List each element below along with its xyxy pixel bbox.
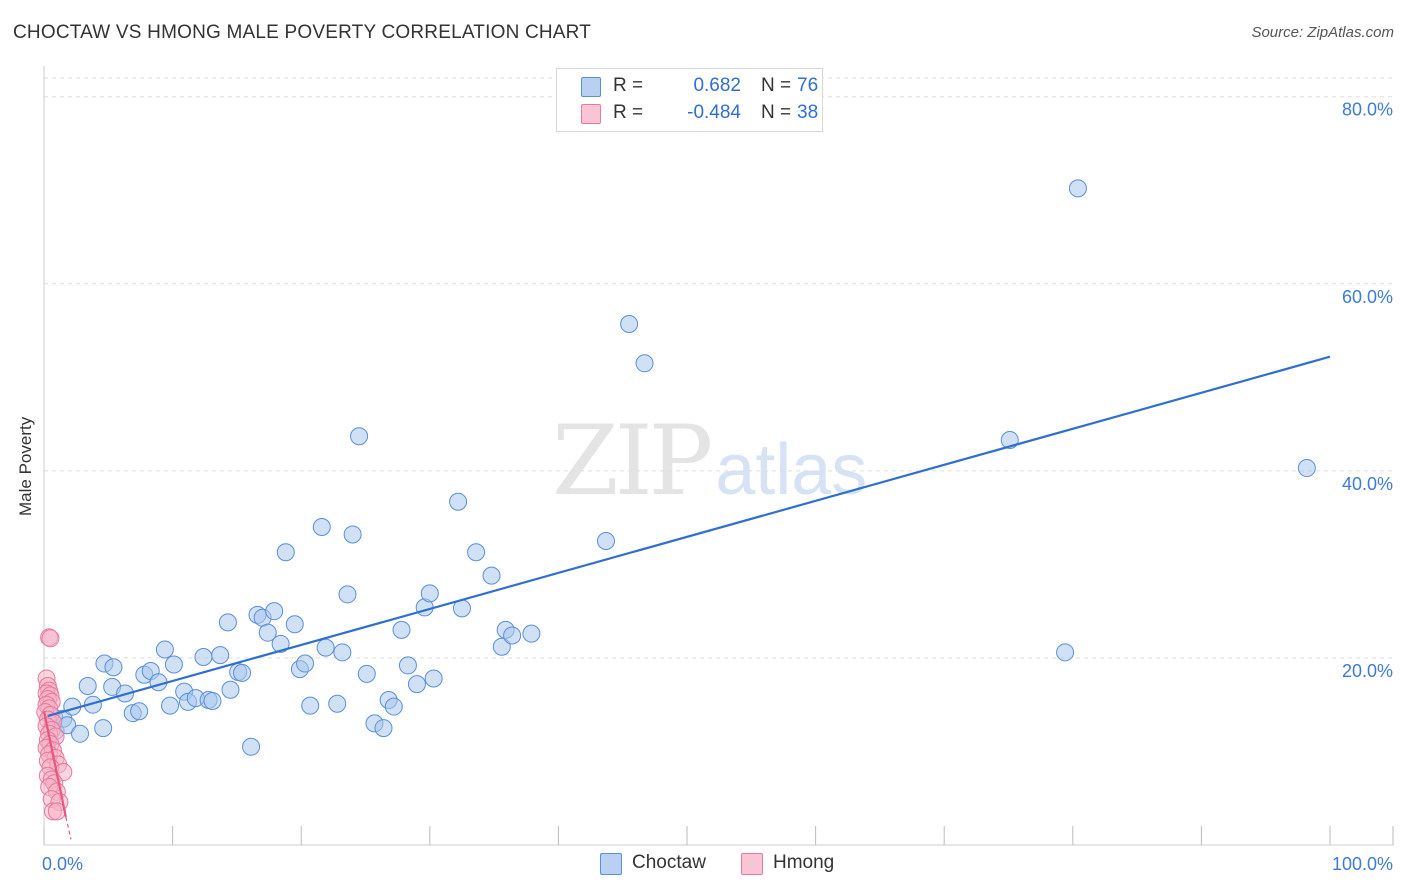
choctaw-point [156, 641, 173, 658]
choctaw-point [339, 586, 356, 603]
choctaw-point [277, 544, 294, 561]
y-tick-label: 80.0% [1342, 100, 1393, 120]
choctaw-point [421, 585, 438, 602]
y-tick-label: 40.0% [1342, 474, 1393, 494]
choctaw-point [234, 664, 251, 681]
series-label-choctaw: Choctaw [632, 852, 706, 874]
choctaw-point [222, 681, 239, 698]
hmong-trend-extension [66, 817, 71, 839]
series-label-hmong: Hmong [773, 852, 834, 874]
choctaw-point [105, 659, 122, 676]
choctaw-point [297, 655, 314, 672]
legend-n-value: 38 [797, 102, 818, 124]
choctaw-point [162, 697, 179, 714]
choctaw-point [1069, 180, 1086, 197]
choctaw-point [408, 676, 425, 693]
legend-r-label: R = [613, 75, 643, 97]
choctaw-point [212, 647, 229, 664]
choctaw-point [636, 355, 653, 372]
series-swatch-hmong [741, 853, 763, 875]
correlation-legend: R = 0.682 N = 76 R = -0.484 N = 38 [556, 68, 823, 132]
choctaw-point [385, 698, 402, 715]
choctaw-point [504, 627, 521, 644]
legend-r-value: -0.484 [649, 102, 741, 124]
choctaw-point [344, 526, 361, 543]
legend-r-value: 0.682 [649, 75, 741, 97]
choctaw-point [195, 648, 212, 665]
choctaw-point [79, 677, 96, 694]
choctaw-point [450, 493, 467, 510]
y-tick-label: 20.0% [1342, 661, 1393, 681]
legend-n-value: 76 [797, 75, 818, 97]
y-tick-label: 60.0% [1342, 287, 1393, 307]
choctaw-point [72, 725, 89, 742]
choctaw-point [165, 656, 182, 673]
choctaw-point [95, 720, 112, 737]
choctaw-point [131, 703, 148, 720]
choctaw-point [621, 316, 638, 333]
legend-swatch-choctaw [581, 77, 601, 97]
choctaw-point [302, 697, 319, 714]
choctaw-point [523, 625, 540, 642]
choctaw-point [219, 614, 236, 631]
series-legend: Choctaw Hmong [0, 852, 1406, 878]
choctaw-point [483, 567, 500, 584]
choctaw-point [266, 603, 283, 620]
choctaw-point [468, 544, 485, 561]
choctaw-point [393, 621, 410, 638]
hmong-point [42, 630, 59, 647]
choctaw-point [329, 695, 346, 712]
choctaw-point [1057, 644, 1074, 661]
choctaw-point [358, 665, 375, 682]
choctaw-point [286, 616, 303, 633]
choctaw-point [1298, 460, 1315, 477]
choctaw-point [334, 644, 351, 661]
choctaw-point [425, 670, 442, 687]
legend-n-label: N = [761, 102, 791, 124]
choctaw-point [317, 639, 334, 656]
choctaw-point [313, 518, 330, 535]
legend-r-label: R = [613, 102, 643, 124]
series-swatch-choctaw [600, 853, 622, 875]
legend-n-label: N = [761, 75, 791, 97]
choctaw-point [375, 720, 392, 737]
choctaw-point [243, 738, 260, 755]
choctaw-trend-line [48, 357, 1330, 716]
choctaw-point [597, 533, 614, 550]
scatter-plot: 20.0%40.0%60.0%80.0%0.0% 100.0% [0, 0, 1406, 892]
choctaw-point [204, 692, 221, 709]
choctaw-point [351, 428, 368, 445]
choctaw-point [399, 657, 416, 674]
legend-swatch-hmong [581, 104, 601, 124]
